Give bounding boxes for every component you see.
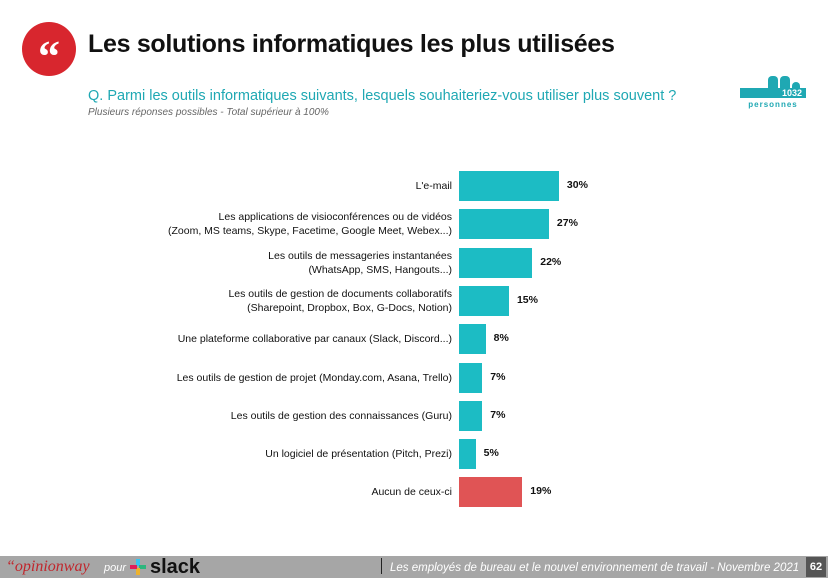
value-label: 15% [516,293,538,306]
person-icon [780,76,790,98]
slack-logo: slack [150,556,201,578]
bar [459,285,509,316]
category-label-line: (WhatsApp, SMS, Hangouts...) [308,263,452,276]
sample-label: personnes [748,100,798,109]
page-title: Les solutions informatiques les plus uti… [88,30,615,58]
sample-size: 1032 [740,88,806,98]
value-label: 22% [540,255,562,268]
value-label: 7% [490,370,506,383]
slack-icon [130,559,146,575]
bar [459,247,533,278]
sample-badge: 1032 personnes [740,62,806,112]
value-label: 30% [566,179,588,191]
question-text: Q. Parmi les outils informatiques suivan… [88,88,677,104]
value-label: 8% [493,332,509,345]
category-label-line: Les outils de messageries instantanées [268,249,452,262]
page-number: 62 [806,557,826,577]
note-text: Plusieurs réponses possibles - Total sup… [88,107,329,118]
category-label: Aucun de ceux-ci [92,485,452,499]
divider [381,558,382,574]
category-label: Les outils de gestion des connaissances … [92,409,452,423]
category-label-line: Aucun de ceux-ci [371,486,452,499]
bar [459,324,486,355]
category-label: Les outils de gestion de documents colla… [92,287,452,315]
opinionway-logo: “opinionway [6,558,90,575]
category-label: Un logiciel de présentation (Pitch, Prez… [92,447,452,461]
bar [459,439,476,470]
category-label-line: Une plateforme collaborative par canaux … [177,333,452,346]
bar [459,171,559,201]
category-label-line: Les outils de gestion de projet (Monday.… [176,371,452,384]
category-label-line: Les outils de gestion des connaissances … [230,409,452,422]
category-label-line: Les outils de gestion de documents colla… [228,287,452,300]
footer-bar [0,556,828,578]
category-label: Les applications de visioconférences ou … [92,210,452,238]
bar [459,209,549,240]
category-label-line: (Zoom, MS teams, Skype, Facetime, Google… [168,225,452,238]
bar [459,477,523,508]
category-label-line: Un logiciel de présentation (Pitch, Prez… [265,448,452,461]
person-icon [768,76,778,98]
category-label: L'e-mail [92,179,452,193]
value-label: 7% [490,408,506,421]
category-label: Une plateforme collaborative par canaux … [92,332,452,346]
value-label: 19% [530,485,552,498]
category-label-line: (Sharepoint, Dropbox, Box, G-Docs, Notio… [247,301,452,314]
category-label-line: L'e-mail [415,180,452,192]
category-label: Les outils de gestion de projet (Monday.… [92,371,452,385]
category-label: Les outils de messageries instantanées (W… [92,249,452,277]
bar [459,400,483,431]
survey-title: Les employés de bureau et le nouvel envi… [390,562,800,574]
value-label: 27% [556,217,578,230]
bar [459,362,483,393]
pour-text: pour [104,562,127,574]
value-label: 5% [483,447,499,460]
category-label-line: Les applications de visioconférences ou … [218,211,452,224]
quote-icon: “ [22,22,76,81]
